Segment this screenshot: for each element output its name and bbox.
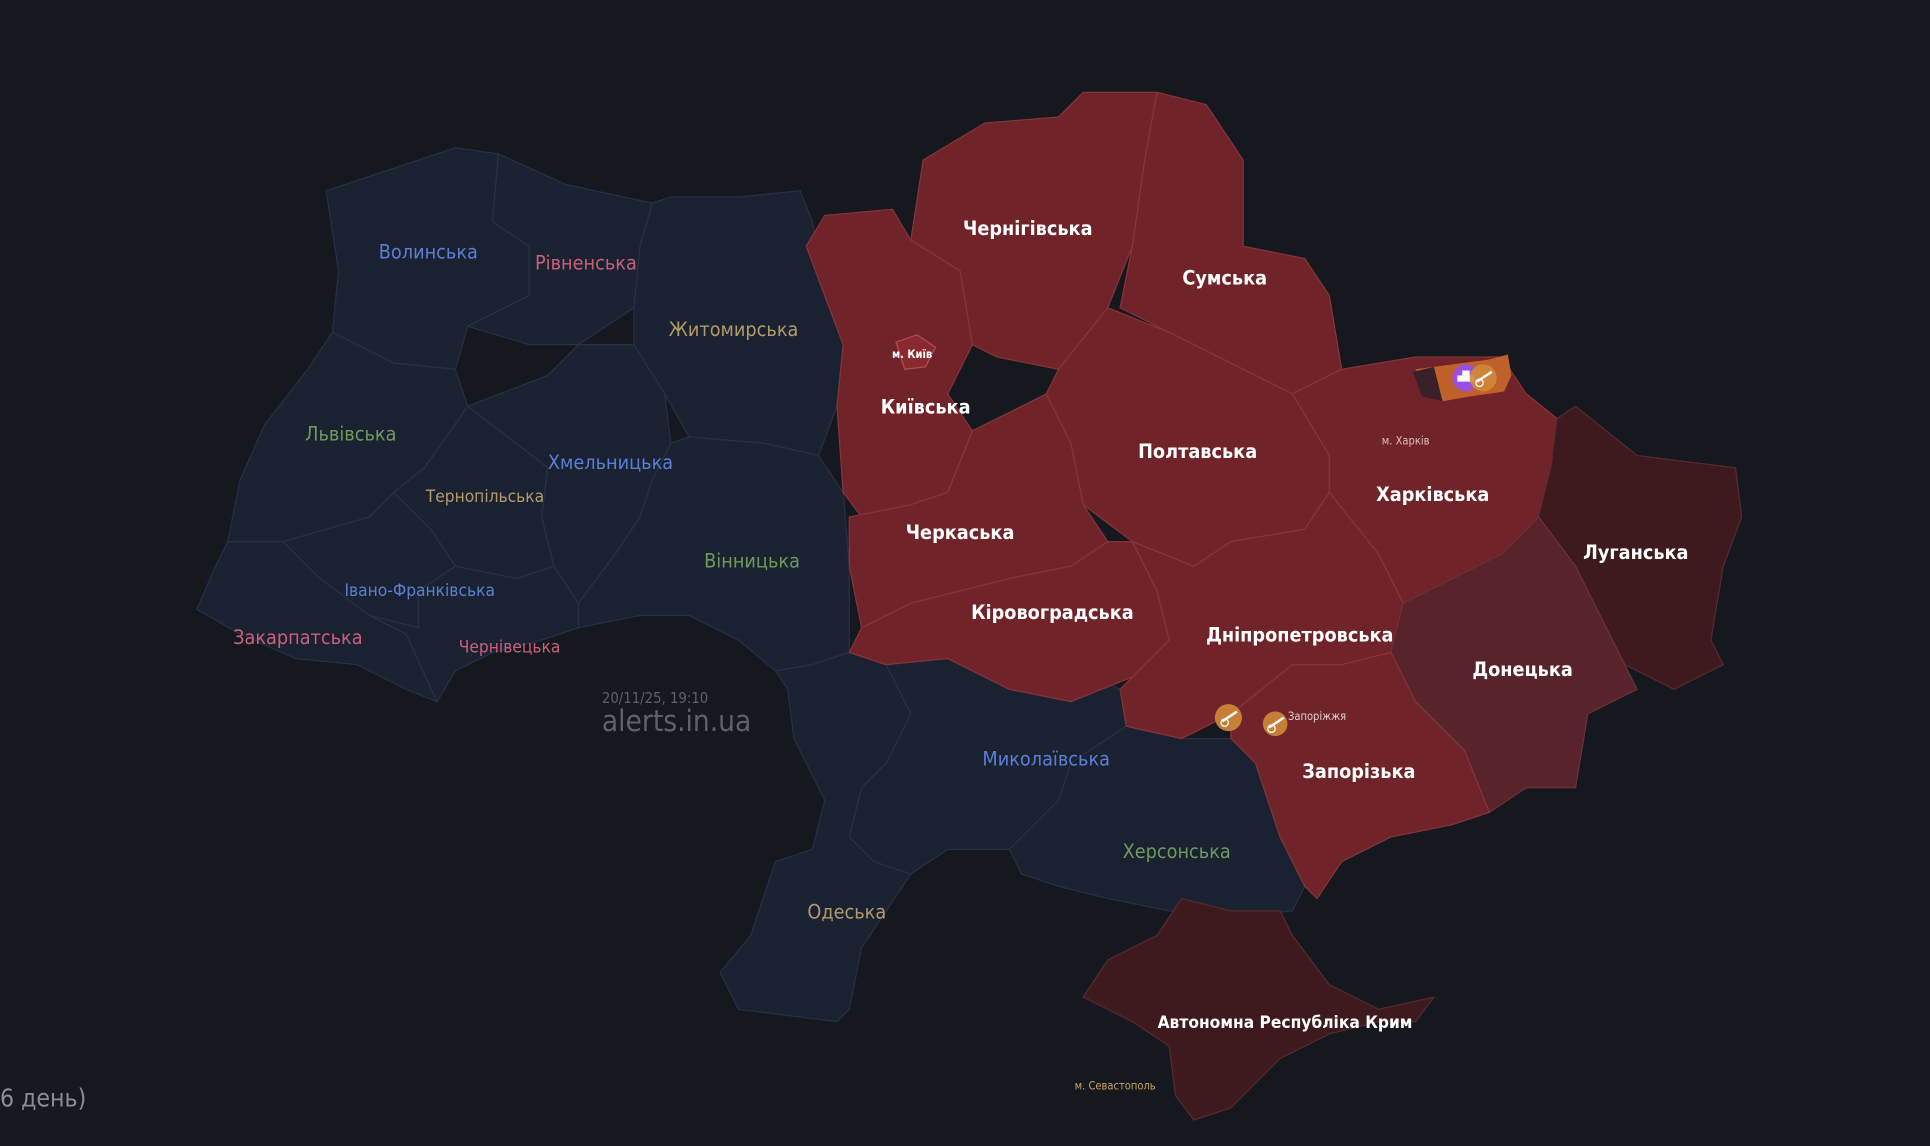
threat-icons	[1214, 364, 1497, 737]
city-labels: м. Київ м. Харків Запоріжжя м. Севастопо…	[892, 348, 1430, 1092]
kharkiv-occupied-zone	[1413, 366, 1443, 402]
label-mykolaiv: Миколаївська	[982, 748, 1110, 771]
label-luhansk: Луганська	[1583, 541, 1688, 564]
label-zakarpattia: Закарпатська	[233, 626, 362, 649]
artillery-icon[interactable]	[1469, 364, 1497, 392]
label-sevastopol-city: м. Севастополь	[1075, 1079, 1156, 1092]
label-donetsk: Донецька	[1472, 658, 1573, 681]
region-crimea[interactable]	[1082, 897, 1436, 1121]
label-zaporizhzhia-city: Запоріжжя	[1288, 710, 1346, 723]
kyiv-city[interactable]	[895, 334, 937, 370]
footer-text: 6 день)	[0, 1084, 86, 1113]
label-ivano-frankivsk: Івано-Франківська	[344, 581, 494, 601]
label-kharkiv: Харківська	[1376, 483, 1489, 506]
label-crimea: Автономна Республіка Крим	[1158, 1013, 1413, 1033]
label-ternopil: Тернопільська	[425, 487, 544, 507]
label-zhytomyr: Житомирська	[669, 318, 799, 341]
label-rivne: Рівненська	[535, 252, 637, 275]
label-odesa: Одеська	[807, 900, 886, 923]
label-chernihiv: Чернігівська	[963, 217, 1093, 240]
label-vinnytsia: Вінницька	[704, 549, 800, 572]
artillery-icon[interactable]	[1262, 711, 1288, 737]
region-rivne[interactable]	[466, 152, 654, 346]
label-chernivtsi: Чернівецька	[459, 637, 561, 657]
label-cherkasy: Черкаська	[906, 521, 1015, 544]
watermark: 20/11/25, 19:10 alerts.in.ua	[602, 690, 751, 738]
label-sumy: Сумська	[1182, 266, 1267, 289]
regions	[196, 91, 1743, 1121]
region-zakarpattia[interactable]	[196, 540, 439, 703]
label-lviv: Львівська	[305, 423, 396, 446]
label-khmelnytskyi: Хмельницька	[548, 451, 673, 474]
label-volyn: Волинська	[379, 241, 478, 264]
timestamp: 20/11/25, 19:10	[602, 690, 708, 707]
label-kharkiv-city: м. Харків	[1382, 434, 1430, 447]
region-vinnytsia[interactable]	[577, 436, 850, 672]
region-labels: Волинська Рівненська Житомирська Львівсь…	[233, 217, 1688, 1033]
label-kirovohrad: Кіровоградська	[971, 601, 1134, 624]
label-dnipro: Дніпропетровська	[1206, 623, 1393, 646]
label-zaporizhzhia: Запорізька	[1302, 760, 1415, 783]
region-zhytomyr[interactable]	[633, 190, 844, 457]
artillery-icon[interactable]	[1214, 704, 1242, 732]
site-watermark: alerts.in.ua	[602, 704, 751, 738]
label-kyiv: Київська	[881, 396, 971, 419]
label-kherson: Херсонська	[1123, 840, 1231, 863]
region-zaporizhzhia[interactable]	[1230, 651, 1491, 900]
label-poltava: Полтавська	[1138, 440, 1257, 463]
label-kyiv-city: м. Київ	[892, 348, 932, 361]
